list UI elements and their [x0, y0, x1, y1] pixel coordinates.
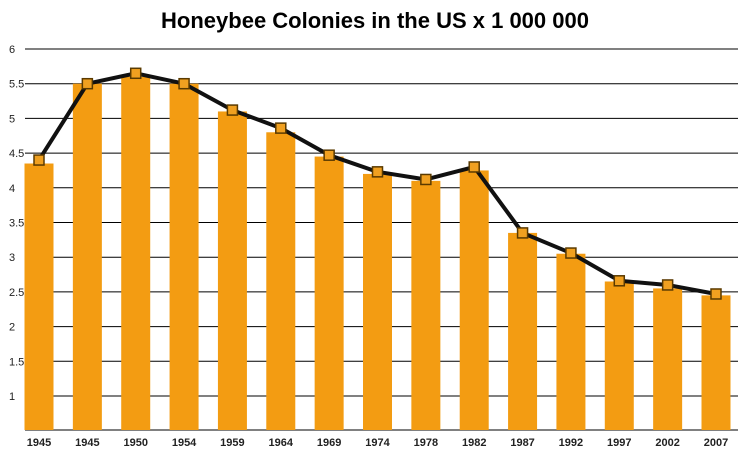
x-tick-label: 1945 — [27, 437, 51, 449]
y-tick-label: 3 — [9, 252, 15, 264]
x-tick-label: 2007 — [704, 437, 728, 449]
bar — [72, 83, 102, 430]
line-marker — [81, 77, 94, 90]
x-tick-label: 1978 — [414, 437, 438, 449]
line-marker — [468, 161, 480, 173]
line-marker — [33, 154, 45, 166]
y-tick-label: 2.5 — [9, 287, 24, 299]
x-tick-label: 2002 — [655, 437, 679, 449]
y-tick-label: 5.5 — [9, 79, 24, 91]
x-tick-label: 1974 — [365, 437, 390, 449]
y-tick-label: 3.5 — [9, 218, 24, 230]
line-marker — [661, 279, 674, 291]
x-tick-label: 1945 — [75, 437, 99, 449]
line-marker — [178, 77, 190, 90]
x-tick-label: 1987 — [510, 437, 534, 449]
line-marker — [613, 275, 626, 287]
x-tick-label: 1950 — [123, 437, 147, 449]
bar-series — [24, 76, 731, 431]
chart-title: Honeybee Colonies in the US x 1 000 000 — [161, 8, 589, 33]
y-tick-label: 5 — [9, 113, 15, 125]
y-tick-label: 6 — [9, 44, 15, 56]
y-tick-labels: 1 1.5 2 2.5 3 3.5 4 4.5 5 5.5 6 — [9, 44, 24, 403]
line-marker — [275, 122, 287, 134]
bar — [701, 295, 731, 430]
y-tick-label: 4.5 — [9, 148, 24, 160]
line-markers — [33, 67, 722, 300]
x-tick-label: 1982 — [462, 437, 486, 449]
x-tick-label: 1992 — [559, 437, 583, 449]
bar — [459, 170, 489, 430]
bar — [653, 288, 683, 430]
line-marker — [420, 173, 432, 186]
bar — [411, 180, 441, 430]
x-tick-label: 1964 — [269, 437, 294, 449]
x-tick-labels: 1945 1945 1950 1954 1959 1964 1969 1974 1978 1982… — [27, 437, 728, 449]
x-tick-label: 1997 — [607, 437, 631, 449]
y-tick-label: 1.5 — [9, 356, 24, 368]
y-tick-label: 2 — [9, 322, 15, 334]
bar — [314, 156, 344, 430]
bar — [604, 281, 634, 430]
line-marker — [710, 288, 722, 300]
bar — [217, 111, 247, 431]
x-tick-label: 1954 — [172, 437, 197, 449]
bar — [363, 173, 392, 431]
bar — [169, 83, 199, 430]
x-tick-label: 1969 — [317, 437, 341, 449]
line-marker — [323, 149, 335, 161]
line-marker — [371, 166, 384, 178]
bar — [121, 76, 151, 430]
x-tick-label: 1959 — [220, 437, 244, 449]
y-tick-label: 1 — [9, 391, 15, 403]
line-marker — [129, 67, 142, 80]
bar — [266, 132, 296, 430]
line-marker — [516, 227, 529, 239]
y-tick-label: 4 — [9, 183, 15, 195]
bar — [508, 232, 538, 430]
bar — [556, 253, 586, 430]
line-marker — [565, 247, 577, 259]
line-marker — [226, 104, 239, 116]
bar — [24, 163, 54, 430]
